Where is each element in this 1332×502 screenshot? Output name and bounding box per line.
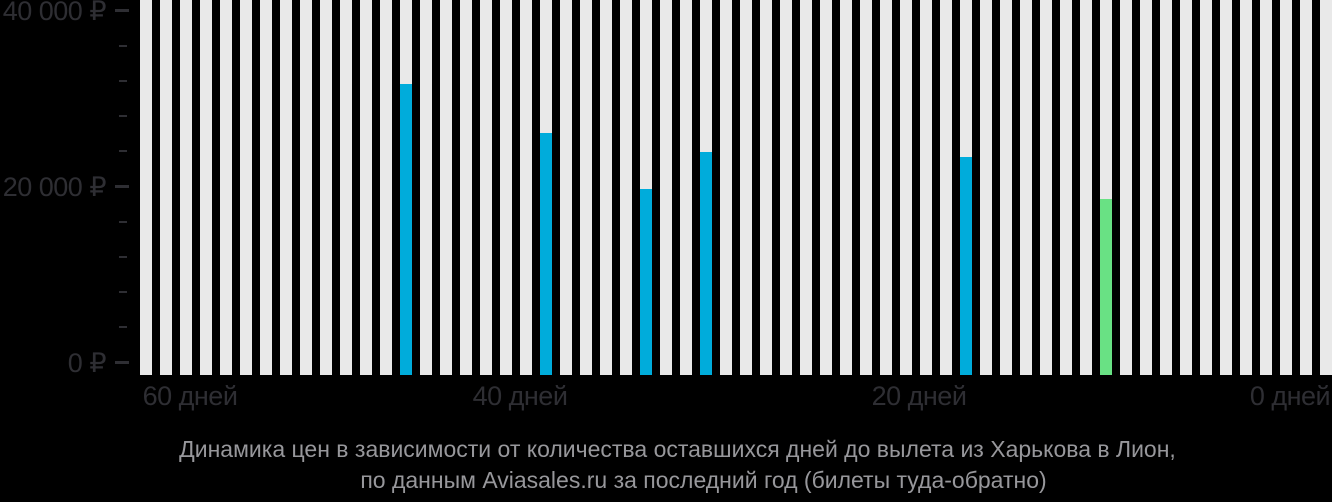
y-axis-label: 40 000 ₽ xyxy=(2,0,107,26)
bar xyxy=(300,0,312,375)
y-axis-minor-tick xyxy=(119,150,127,153)
y-axis-label: 20 000 ₽ xyxy=(2,171,107,202)
bar xyxy=(1320,0,1332,375)
bar xyxy=(1160,0,1172,375)
price-bar xyxy=(640,189,652,375)
price-bar xyxy=(540,132,552,375)
bar xyxy=(200,0,212,375)
bar xyxy=(1200,0,1212,375)
bar xyxy=(340,0,352,375)
chart-caption: Динамика цен в зависимости от количества… xyxy=(0,434,1332,496)
x-axis-label: 0 дней xyxy=(1249,381,1331,411)
bar xyxy=(700,0,712,375)
bar xyxy=(720,0,732,375)
bar xyxy=(420,0,432,375)
bar xyxy=(580,0,592,375)
price-bar xyxy=(700,152,712,375)
bar xyxy=(1220,0,1232,375)
bar xyxy=(1260,0,1272,375)
bar xyxy=(860,0,872,375)
bar xyxy=(940,0,952,375)
bar xyxy=(520,0,532,375)
price-bar xyxy=(960,156,972,375)
bar xyxy=(620,0,632,375)
bar xyxy=(400,0,412,375)
bar xyxy=(440,0,452,375)
price-bar xyxy=(400,83,412,375)
bar xyxy=(920,0,932,375)
bar xyxy=(780,0,792,375)
price-bar xyxy=(1100,198,1112,375)
chart-subtitle: по данным Aviasales.ru за последний год … xyxy=(360,467,1047,493)
y-axis-minor-tick xyxy=(119,326,127,329)
bar xyxy=(500,0,512,375)
bar xyxy=(1180,0,1192,375)
bar xyxy=(840,0,852,375)
bar xyxy=(560,0,572,375)
bar xyxy=(760,0,772,375)
bar xyxy=(1300,0,1312,375)
bar xyxy=(480,0,492,375)
bar xyxy=(1120,0,1132,375)
bar xyxy=(1280,0,1292,375)
bar xyxy=(460,0,472,375)
bar xyxy=(1240,0,1252,375)
bar xyxy=(1100,0,1112,375)
bar xyxy=(160,0,172,375)
x-axis-label: 40 дней xyxy=(472,381,568,411)
bar xyxy=(680,0,692,375)
bar xyxy=(360,0,372,375)
bar xyxy=(1020,0,1032,375)
plot-area: 40 000 ₽ 20 000 ₽ 0 ₽ 60 дней 40 дней 20 дне… xyxy=(2,0,1332,411)
x-axis-label: 60 дней xyxy=(142,381,238,411)
bar xyxy=(260,0,272,375)
bar xyxy=(800,0,812,375)
bar xyxy=(600,0,612,375)
x-axis-label: 20 дней xyxy=(871,381,967,411)
bar xyxy=(640,0,652,375)
bar xyxy=(1040,0,1052,375)
bar xyxy=(960,0,972,375)
y-axis-major-tick xyxy=(115,361,129,364)
y-axis-minor-tick xyxy=(119,291,127,294)
bar xyxy=(280,0,292,375)
chart-title: Динамика цен в зависимости от количества… xyxy=(179,436,1176,462)
bar xyxy=(900,0,912,375)
bar xyxy=(140,0,152,375)
y-axis-minor-tick xyxy=(119,255,127,258)
y-axis-minor-tick xyxy=(119,220,127,223)
bar xyxy=(660,0,672,375)
y-axis-minor-tick xyxy=(119,44,127,47)
bar xyxy=(1140,0,1152,375)
bar xyxy=(240,0,252,375)
bar xyxy=(740,0,752,375)
bar xyxy=(380,0,392,375)
y-axis-minor-tick xyxy=(119,79,127,82)
y-axis-major-tick xyxy=(115,9,129,12)
bar xyxy=(1000,0,1012,375)
y-axis-label: 0 ₽ xyxy=(67,347,107,378)
bar xyxy=(1060,0,1072,375)
bar xyxy=(880,0,892,375)
bar xyxy=(1080,0,1092,375)
bar xyxy=(320,0,332,375)
y-axis-minor-tick xyxy=(119,115,127,118)
bar xyxy=(180,0,192,375)
bar xyxy=(820,0,832,375)
bar xyxy=(540,0,552,375)
bar xyxy=(980,0,992,375)
y-axis-major-tick xyxy=(115,185,129,188)
bar xyxy=(220,0,232,375)
